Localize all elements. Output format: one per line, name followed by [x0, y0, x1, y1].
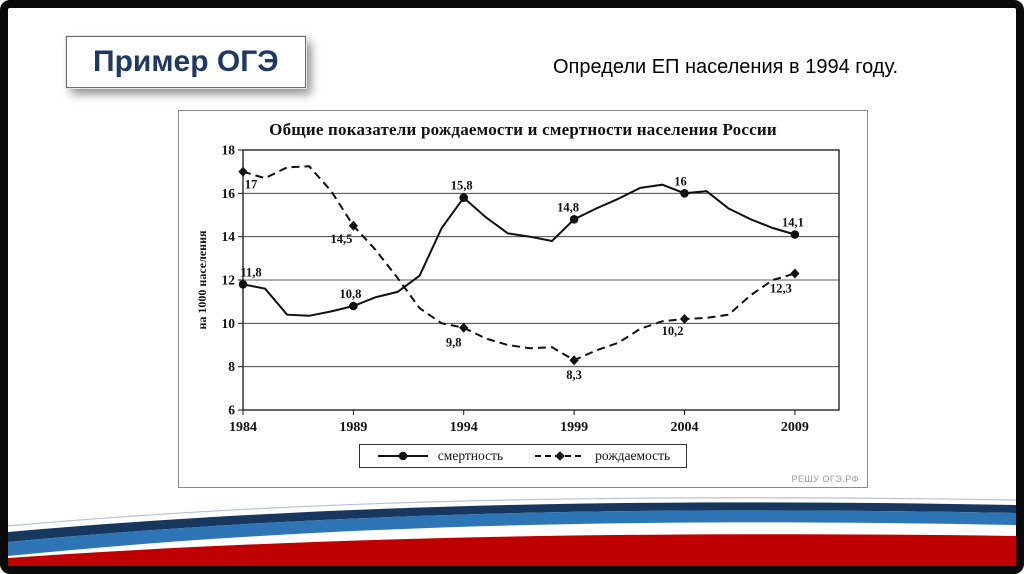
example-badge: Пример ОГЭ [66, 36, 306, 88]
flag-stripe-navy [8, 502, 1016, 542]
legend-label-mortality: смертность [437, 448, 504, 463]
dashed-line-diamond-icon [535, 451, 586, 461]
svg-text:17: 17 [245, 178, 258, 192]
svg-text:2004: 2004 [671, 420, 699, 435]
chart-panel: Общие показатели рождаемости и смертност… [178, 110, 868, 488]
svg-text:8,3: 8,3 [566, 368, 582, 382]
svg-text:2009: 2009 [781, 420, 809, 435]
chart-svg: 6 8 10 12 14 16 18 1984 1989 1994 1999 2004 2009 на 1… [195, 143, 840, 435]
svg-text:1989: 1989 [339, 420, 367, 435]
flag-hairline [8, 497, 1016, 527]
svg-text:12: 12 [222, 273, 236, 288]
svg-text:1994: 1994 [450, 420, 478, 435]
flag-stripe-red [8, 534, 1016, 566]
svg-text:1999: 1999 [560, 420, 588, 435]
series-line-circle [242, 183, 796, 317]
svg-text:18: 18 [222, 143, 236, 158]
legend-item-birthrate: рождаемость [533, 448, 670, 464]
svg-text:14,5: 14,5 [330, 232, 352, 246]
svg-text:8: 8 [228, 359, 235, 374]
legend-item-mortality: смертность [376, 448, 503, 464]
chart-legend: смертность рождаемость [358, 444, 688, 468]
svg-text:11,8: 11,8 [240, 265, 261, 279]
svg-text:9,8: 9,8 [446, 336, 462, 350]
svg-text:16: 16 [674, 174, 687, 188]
flag-stripe-blue [8, 510, 1016, 556]
svg-text:на 1000 населения: на 1000 населения [195, 230, 209, 330]
chart-title: Общие показатели рождаемости и смертност… [269, 120, 777, 139]
svg-text:15,8: 15,8 [451, 179, 473, 193]
svg-text:12,3: 12,3 [770, 282, 792, 296]
svg-text:14,1: 14,1 [782, 216, 804, 230]
svg-text:1984: 1984 [229, 420, 257, 435]
series-line-diamond [242, 165, 796, 362]
chart-canvas: 6 8 10 12 14 16 18 1984 1989 1994 1999 2004 2009 на 1… [193, 142, 853, 442]
svg-text:16: 16 [222, 186, 236, 201]
svg-text:14: 14 [222, 229, 236, 244]
svg-text:10,8: 10,8 [339, 287, 361, 301]
task-caption: Определи ЕП населения в 1994 году. [553, 56, 899, 78]
solid-line-circle-icon [377, 451, 428, 461]
svg-text:10: 10 [222, 316, 236, 331]
svg-text:10,2: 10,2 [662, 324, 684, 338]
svg-text:6: 6 [228, 403, 235, 418]
legend-label-birthrate: рождаемость [595, 448, 671, 463]
footer-flag-decoration [8, 497, 1016, 566]
svg-text:14,8: 14,8 [557, 200, 579, 214]
watermark: РЕШУ ОГЭ.РФ [791, 474, 859, 484]
